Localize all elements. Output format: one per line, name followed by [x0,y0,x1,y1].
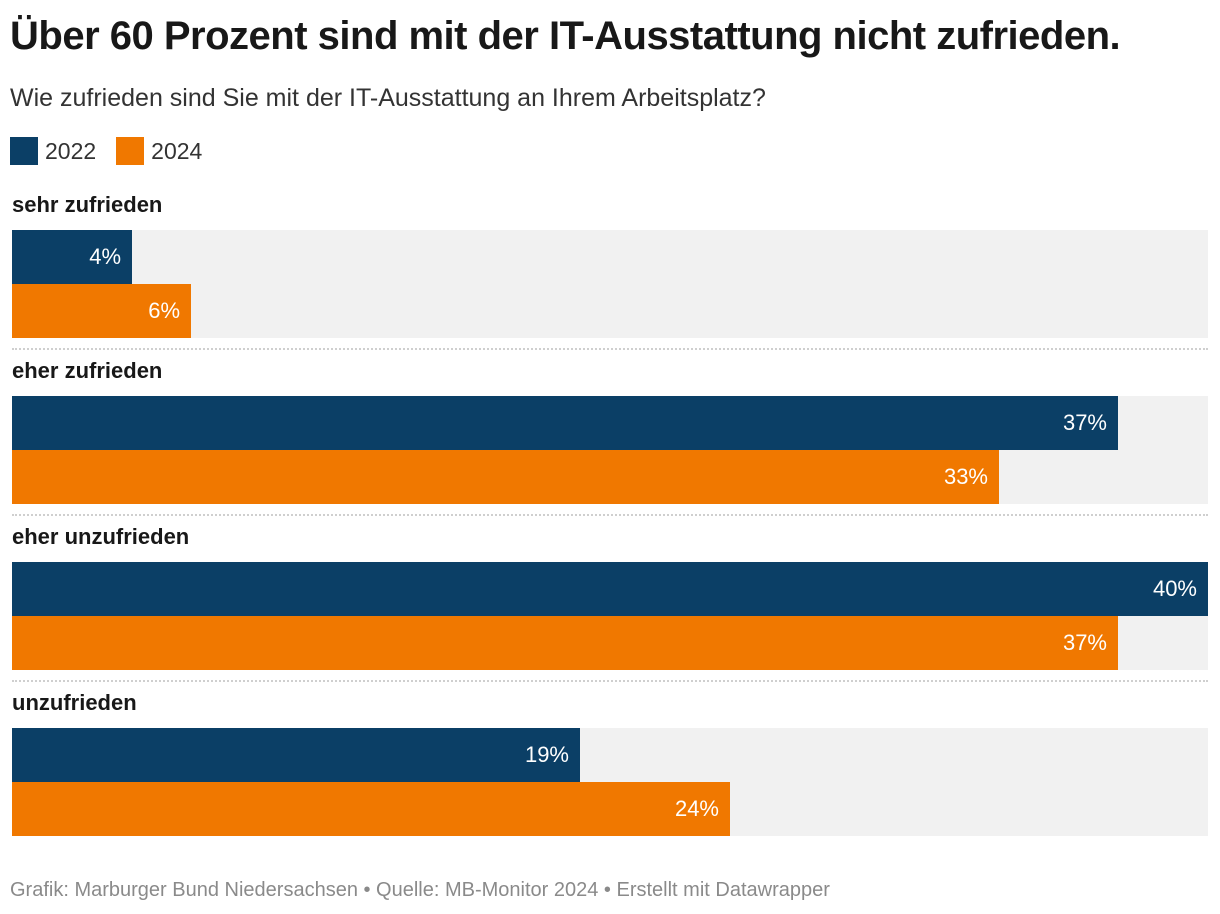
bar-2022-unzufrieden [12,728,580,782]
bar-2024-unzufrieden [12,782,730,836]
bar-track-2022: 4% [12,230,1208,284]
bar-track-2024: 33% [12,450,1208,504]
legend: 2022 2024 [10,136,222,166]
group-separator [12,680,1208,682]
bar-track-2022: 40% [12,562,1208,616]
chart-footer: Grafik: Marburger Bund Niedersachsen • Q… [10,879,830,901]
legend-label-2022: 2022 [45,138,97,164]
category-label: unzufrieden [12,690,137,715]
bar-value-label: 37% [1062,630,1107,655]
group-separator [12,348,1208,350]
bar-value-label: 24% [674,796,719,821]
bar-2024-eher-unzufrieden [12,616,1118,670]
category-label: sehr zufrieden [12,192,163,217]
bar-value-label: 37% [1062,410,1107,435]
bar-value-label: 40% [1152,576,1197,601]
bar-value-label: 33% [943,464,988,489]
legend-label-2024: 2024 [151,138,203,164]
bar-2022-eher-zufrieden [12,396,1118,450]
legend-item-2024: 2024 [116,137,202,165]
category-label: eher unzufrieden [12,524,190,549]
group-separator [12,514,1208,516]
bar-chart: sehr zufrieden 4% 6% eher zufrieden 37% 33% eh… [12,190,1208,840]
legend-swatch-2022 [10,137,38,165]
bar-track-2024: 6% [12,284,1208,338]
chart-title: Über 60 Prozent sind mit der IT-Ausstatt… [10,14,1121,58]
category-label: eher zufrieden [12,358,163,383]
bar-track-2022: 37% [12,396,1208,450]
bar-2024-sehr-zufrieden [12,284,191,338]
bar-2022-sehr-zufrieden [12,230,132,284]
bar-track-2024: 37% [12,616,1208,670]
bar-2022-eher-unzufrieden [12,562,1208,616]
legend-item-2022: 2022 [10,137,96,165]
bar-track-2024: 24% [12,782,1208,836]
bar-value-label: 4% [89,244,121,269]
legend-swatch-2024 [116,137,145,165]
bar-track-2022: 19% [12,728,1208,782]
bar-value-label: 6% [148,298,180,323]
chart-subtitle: Wie zufrieden sind Sie mit der IT-Aussta… [10,84,766,112]
bar-value-label: 19% [524,742,569,767]
bar-2024-eher-zufrieden [12,450,999,504]
